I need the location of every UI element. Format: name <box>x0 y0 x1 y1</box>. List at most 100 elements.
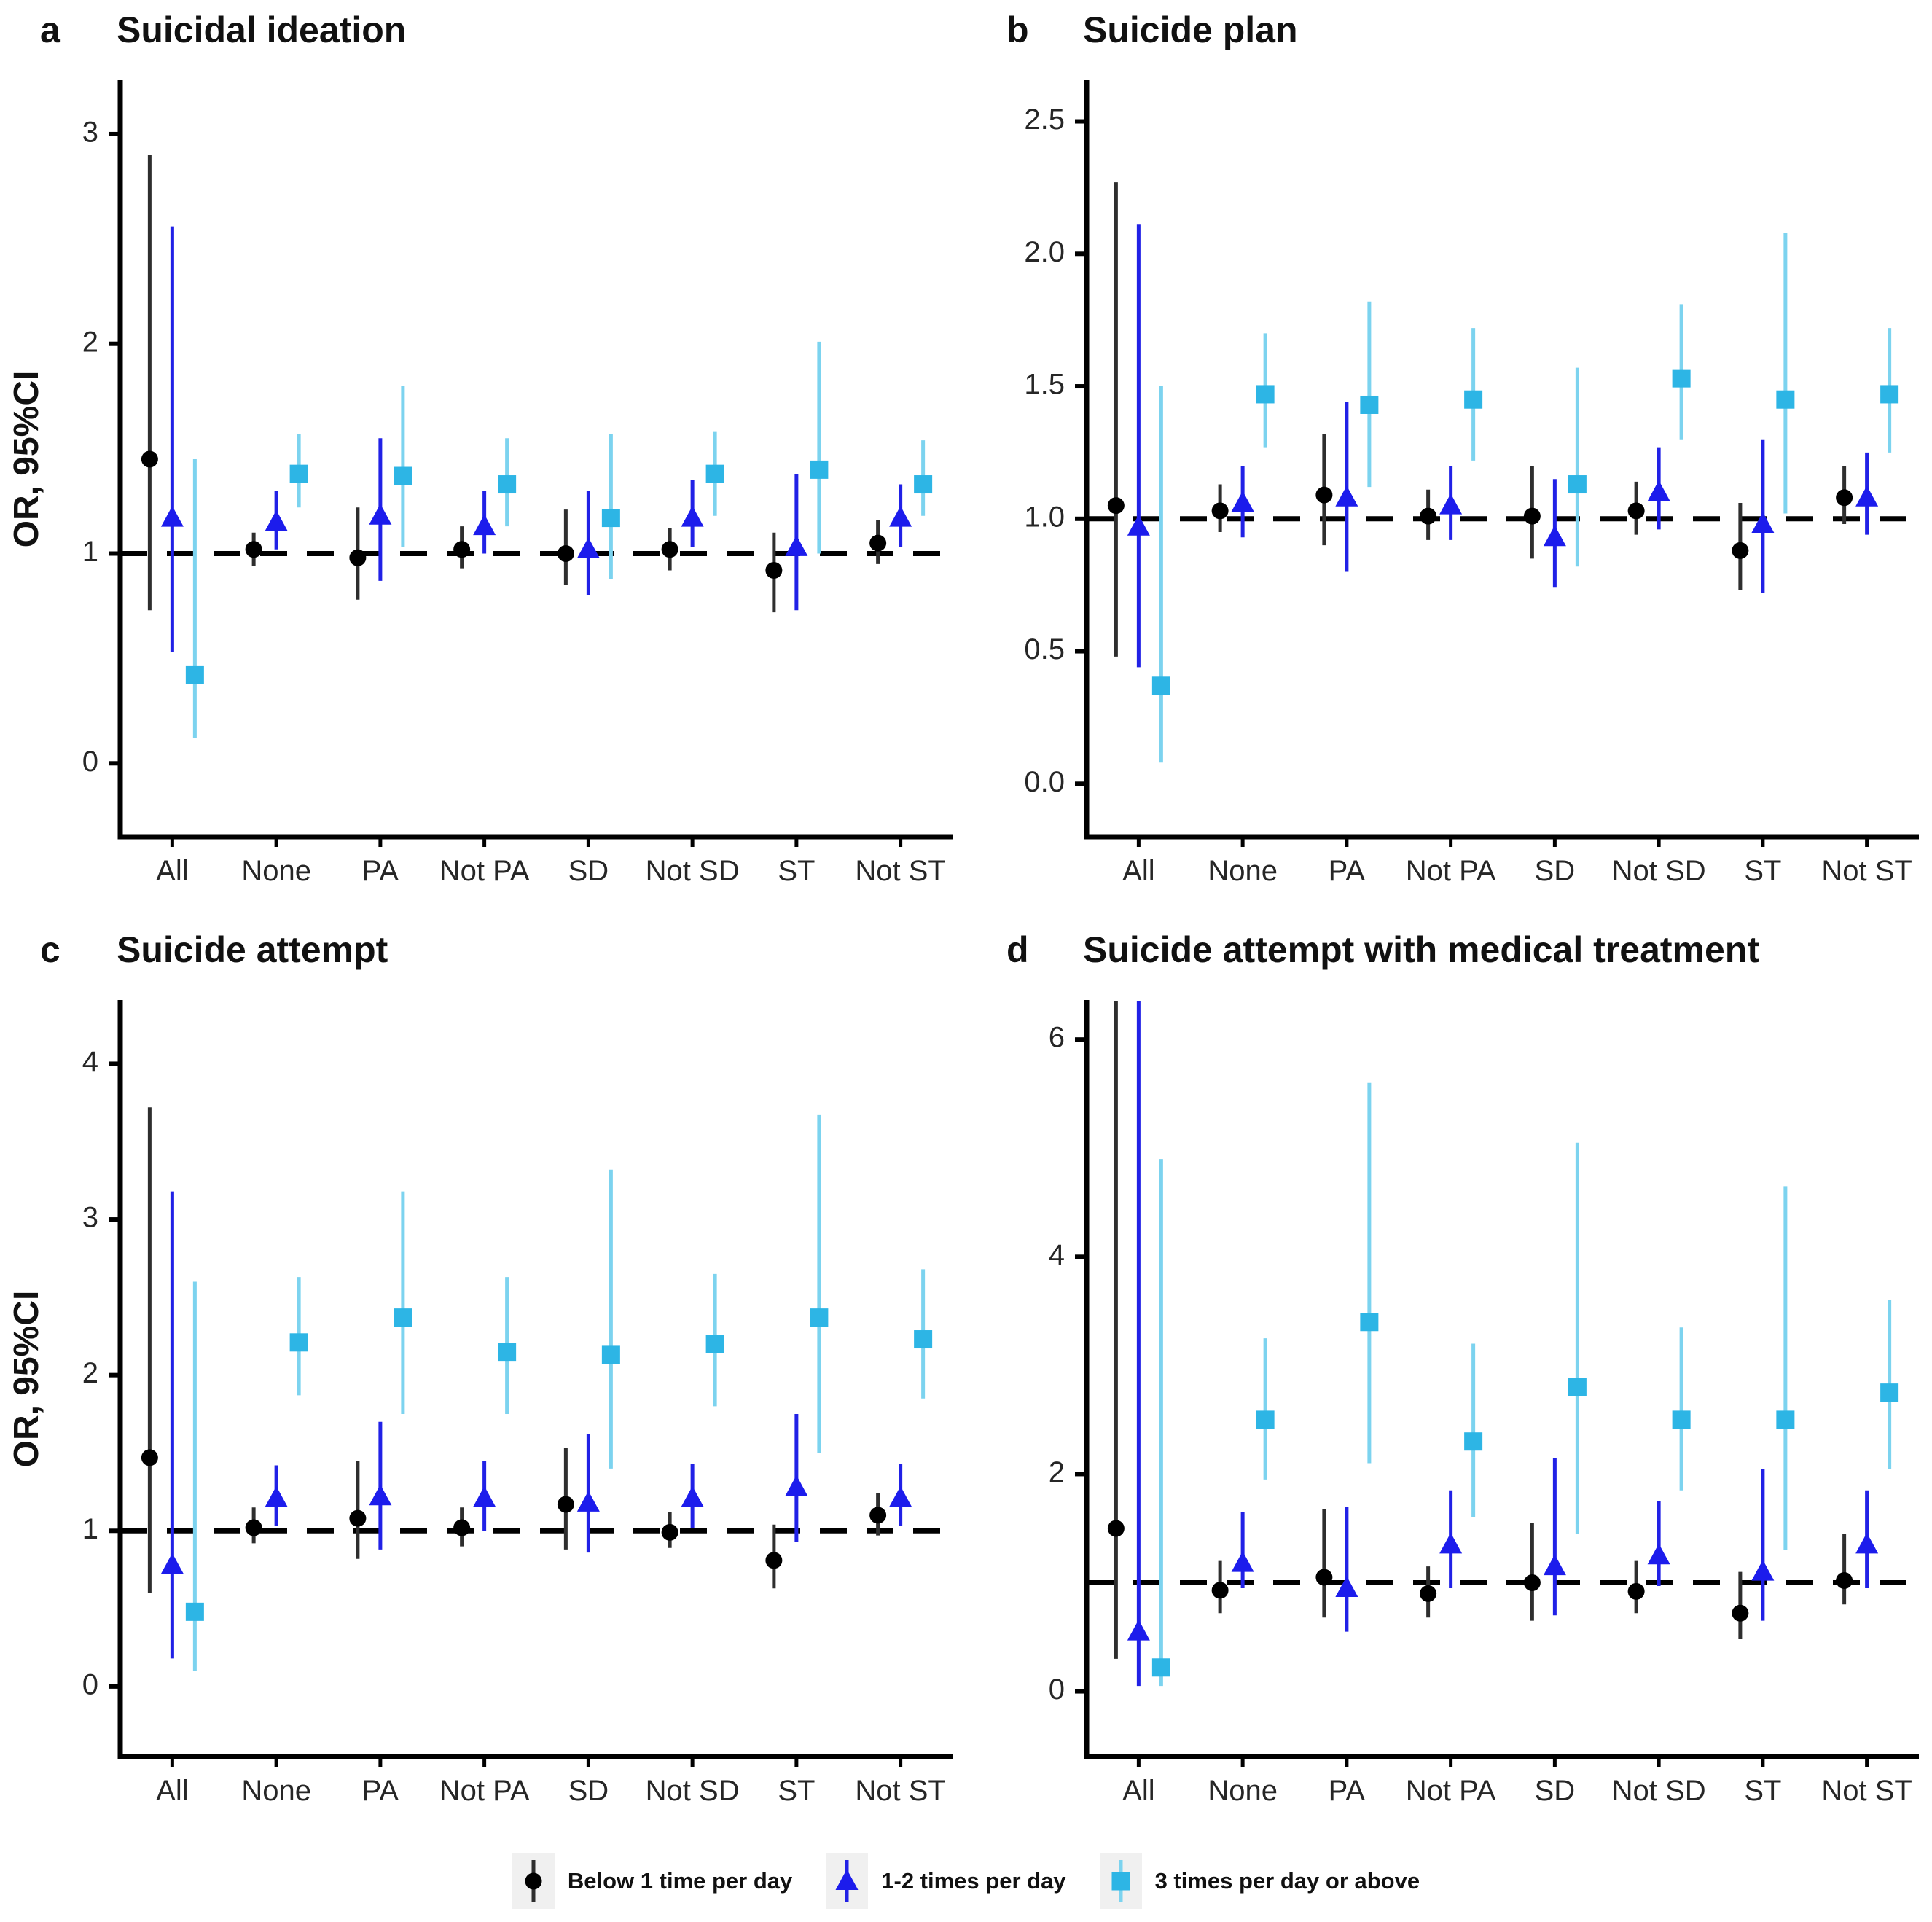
series-circle <box>141 1107 887 1593</box>
series-marker <box>557 1496 574 1513</box>
series-marker <box>1627 1582 1645 1600</box>
series-marker <box>1776 390 1795 409</box>
pointrange-circle-icon <box>512 1853 555 1909</box>
series-marker <box>1627 502 1645 520</box>
x-tick-label: PA <box>1329 1775 1366 1807</box>
series-marker <box>349 1509 367 1527</box>
legend-key-glyph <box>525 1859 542 1902</box>
x-tick-label: All <box>1122 855 1154 887</box>
series-marker <box>576 1491 600 1512</box>
series-marker <box>1464 390 1483 409</box>
series-marker <box>289 464 308 483</box>
x-tick-label: Not SD <box>1612 1775 1706 1807</box>
series-marker <box>1107 497 1125 515</box>
x-tick-label: ST <box>778 855 815 887</box>
series-marker <box>160 506 184 527</box>
series-marker <box>245 541 262 558</box>
legend-item-3-times: 3 times per day or above <box>1099 1853 1420 1909</box>
series-marker <box>1523 1574 1541 1591</box>
series-marker <box>289 1333 308 1352</box>
y-tick-label: 0.0 <box>1024 766 1065 798</box>
series-marker <box>1211 1582 1229 1599</box>
panel-b-title-text: Suicide plan <box>1083 9 1298 50</box>
x-tick-label: Not SD <box>646 855 740 887</box>
x-tick-label: All <box>1122 1775 1154 1807</box>
series-marker <box>498 1343 517 1362</box>
series-marker <box>810 460 829 479</box>
y-tick-label: 2.0 <box>1024 236 1065 268</box>
series-triangle <box>160 226 912 652</box>
panel-a-chart: 0 1 2 3 All None PA Not PA SD Not SD ST Not ST OR, 9… <box>7 80 953 887</box>
series-marker <box>473 1485 496 1507</box>
y-axis-label: OR, 95%CI <box>7 1291 46 1468</box>
series-marker <box>661 1523 678 1541</box>
series-marker <box>1335 485 1358 507</box>
series-marker <box>785 1474 808 1496</box>
y-tick-label: 1.5 <box>1024 369 1065 401</box>
panel-d-title-text: Suicide attempt with medical treatment <box>1083 929 1759 970</box>
series-marker <box>1672 1410 1691 1429</box>
y-tick-label: 2 <box>82 326 98 358</box>
x-tick-label: Not PA <box>439 855 530 887</box>
x-tick-label: None <box>1208 1775 1278 1807</box>
y-tick-label: 1 <box>82 1513 98 1545</box>
series-circle <box>1107 1001 1853 1659</box>
series-marker <box>705 464 724 483</box>
panel-b-chart: 0.0 0.5 1.0 1.5 2.0 2.5 All None PA Not PA SD Not S… <box>1024 80 1919 887</box>
series-marker <box>1647 1543 1670 1565</box>
y-tick-label: 0 <box>82 1668 98 1700</box>
series-marker <box>1672 369 1691 388</box>
y-axis-label: OR, 95%CI <box>7 371 46 548</box>
x-tick-label: Not ST <box>855 1775 945 1807</box>
series-marker <box>1151 1658 1170 1677</box>
y-tick-label: 0 <box>82 746 98 778</box>
series-marker <box>1523 507 1541 525</box>
series-marker <box>1751 512 1775 534</box>
panel-a-title-text: Suicidal ideation <box>117 9 407 50</box>
series-marker <box>1256 1410 1275 1429</box>
y-tick-label: 2.5 <box>1024 103 1065 136</box>
series-marker <box>1836 1572 1853 1590</box>
x-tick-label: Not ST <box>1821 1775 1912 1807</box>
panel-c-letter: c <box>40 929 60 970</box>
x-tick-label: None <box>241 855 311 887</box>
y-tick-label: 0.5 <box>1024 633 1065 665</box>
legend-label: Below 1 time per day <box>567 1867 793 1894</box>
y-tick-label: 2 <box>82 1357 98 1389</box>
series-marker <box>705 1335 724 1353</box>
y-tick-label: 1.0 <box>1024 501 1065 533</box>
x-tick-label: ST <box>778 1775 815 1807</box>
y-tick-label: 4 <box>1049 1239 1065 1271</box>
series-marker <box>914 475 933 494</box>
series-marker <box>1855 1532 1879 1554</box>
series-marker <box>1732 542 1749 559</box>
legend-key-glyph <box>835 1859 859 1902</box>
legend-item-1-2-times: 1-2 times per day <box>826 1853 1066 1909</box>
series-square <box>1151 233 1899 763</box>
panel-d: d Suicide attempt with medical treatment… <box>966 920 1932 1840</box>
series-marker <box>681 506 704 527</box>
panel-d-letter: d <box>1006 929 1029 970</box>
series-marker <box>1568 475 1587 494</box>
y-tick-label: 4 <box>82 1046 98 1078</box>
series-marker <box>889 506 912 527</box>
series-marker <box>1360 395 1379 414</box>
series-square <box>1151 1082 1899 1687</box>
panel-a: a Suicidal ideation 0 1 2 3 All None PA Not PA S… <box>0 0 966 920</box>
x-tick-label: PA <box>362 855 399 887</box>
y-tick-label: 3 <box>82 117 98 149</box>
series-marker <box>185 665 204 684</box>
legend-key-glyph <box>1111 1859 1130 1902</box>
series-triangle <box>160 1191 912 1659</box>
panel-b-title: b Suicide plan <box>1006 12 1298 48</box>
legend: Below 1 time per day 1-2 times per day 3… <box>0 1840 1932 1922</box>
x-tick-label: ST <box>1744 855 1781 887</box>
panel-d-chart: 0 2 4 6 All None PA Not PA SD Not SD ST Not ST <box>1049 1000 1919 1807</box>
series-marker <box>601 1345 620 1364</box>
series-marker <box>1439 493 1463 515</box>
series-square <box>185 1114 933 1671</box>
series-marker <box>1751 1560 1775 1581</box>
series-marker <box>160 1552 184 1574</box>
series-marker <box>453 1519 471 1536</box>
